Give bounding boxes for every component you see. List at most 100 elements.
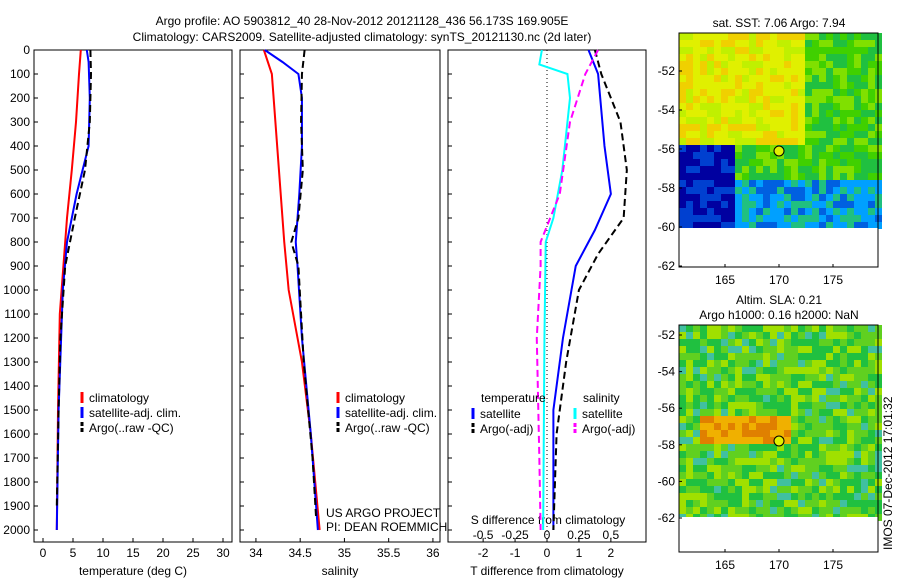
map-cell — [763, 507, 770, 514]
map-cell — [819, 465, 826, 472]
map-cell — [861, 124, 868, 131]
map-cell — [854, 493, 861, 500]
map-cell — [721, 194, 728, 201]
map-cell — [735, 117, 742, 124]
map-cell — [749, 486, 756, 493]
legend-label: satellite — [480, 407, 521, 421]
map-cell — [721, 367, 728, 374]
map-cell — [868, 117, 875, 124]
map-cell — [728, 117, 735, 124]
map-cell — [714, 68, 721, 75]
map-cell — [707, 131, 714, 138]
map-cell — [847, 33, 854, 40]
map-cell — [819, 75, 826, 82]
map-cell — [735, 187, 742, 194]
map-cell — [812, 124, 819, 131]
map-cell — [700, 346, 707, 353]
map-cell — [784, 416, 791, 423]
map-cell — [763, 339, 770, 346]
map-cell — [763, 54, 770, 61]
map-cell — [798, 360, 805, 367]
map-cell — [693, 374, 700, 381]
map-cell — [770, 458, 777, 465]
map-cell — [854, 332, 861, 339]
map-cell — [854, 75, 861, 82]
map-cell — [861, 402, 868, 409]
map-cell — [756, 180, 763, 187]
map-cell — [679, 173, 686, 180]
map-cell — [770, 54, 777, 61]
map-cell — [693, 54, 700, 61]
map-cell — [840, 395, 847, 402]
map-cell — [707, 159, 714, 166]
map-cell — [749, 500, 756, 507]
map-cell — [847, 437, 854, 444]
map-cell — [770, 395, 777, 402]
map-cell — [847, 423, 854, 430]
map-cell — [756, 367, 763, 374]
map-cell — [714, 381, 721, 388]
map-cell — [791, 75, 798, 82]
map-cell — [749, 110, 756, 117]
map-cell — [805, 222, 812, 229]
map-title: Argo h1000: 0.16 h2000: NaN — [699, 308, 858, 322]
map-cell — [742, 222, 749, 229]
map-cell — [868, 159, 875, 166]
x-tick-label: 30 — [216, 546, 230, 560]
profile-panel-1: 0100200300400500600700800900100011001200… — [3, 43, 233, 578]
map-cell — [700, 444, 707, 451]
map-cell — [714, 208, 721, 215]
map-cell — [784, 437, 791, 444]
map-cell — [784, 374, 791, 381]
map-cell — [679, 472, 686, 479]
map-cell — [686, 430, 693, 437]
map-x-tick-label: 175 — [823, 273, 843, 287]
map-cell — [826, 374, 833, 381]
map-cell — [826, 194, 833, 201]
map-cell — [770, 47, 777, 54]
map-cell — [840, 222, 847, 229]
y-tick-label: 900 — [10, 259, 30, 273]
map-cell — [847, 325, 854, 332]
map-cell — [742, 430, 749, 437]
map-cell — [763, 353, 770, 360]
map-cell — [686, 367, 693, 374]
map-cell — [791, 131, 798, 138]
map-cell — [735, 131, 742, 138]
map-cell — [749, 89, 756, 96]
map-cell — [756, 33, 763, 40]
map-cell — [749, 346, 756, 353]
map-cell — [861, 423, 868, 430]
map-cell — [679, 325, 686, 332]
map-cell — [777, 138, 784, 145]
map-cell — [833, 33, 840, 40]
map-cell — [784, 222, 791, 229]
map-cell — [777, 208, 784, 215]
map-cell — [770, 33, 777, 40]
map-cell — [686, 500, 693, 507]
map-cell — [714, 444, 721, 451]
map-cell — [679, 215, 686, 222]
map-cell — [798, 96, 805, 103]
map-cell — [826, 353, 833, 360]
map-cell — [840, 444, 847, 451]
map-cell — [686, 194, 693, 201]
map-cell — [756, 353, 763, 360]
map-cell — [735, 451, 742, 458]
map-cell — [812, 159, 819, 166]
map-cell — [749, 360, 756, 367]
map-cell — [749, 47, 756, 54]
map-cell — [812, 381, 819, 388]
map-cell — [791, 367, 798, 374]
map-cell — [854, 465, 861, 472]
map-cell — [728, 103, 735, 110]
map-cell — [784, 138, 791, 145]
map-cell — [700, 416, 707, 423]
map-cell — [777, 332, 784, 339]
map-cell — [735, 194, 742, 201]
map-cell — [693, 430, 700, 437]
map-cell — [763, 388, 770, 395]
map-cell — [826, 437, 833, 444]
map-cell — [707, 89, 714, 96]
map-cell — [707, 54, 714, 61]
